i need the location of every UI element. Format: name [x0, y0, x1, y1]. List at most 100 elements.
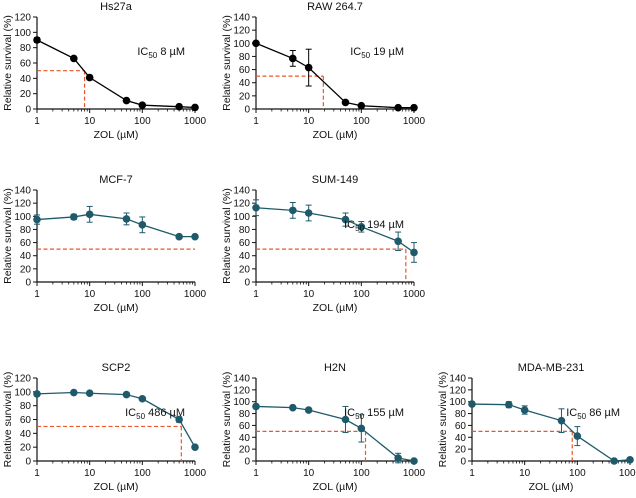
chart-6-ytick-label: 0: [244, 457, 250, 468]
chart-5-data-point: [122, 390, 131, 399]
chart-7-xtick-label: 1: [469, 468, 475, 479]
chart-3-ytick-label: 100: [14, 212, 31, 223]
chart-5-data-point: [70, 388, 78, 397]
chart-4-ytick-label: 0: [244, 278, 250, 289]
chart-2-ytick-label: 60: [239, 65, 251, 76]
chart-5-ylabel: Relative survival (%): [2, 372, 14, 468]
chart-3-xtick-label: 100: [134, 289, 151, 300]
chart-4-ytick-label: 100: [233, 212, 250, 223]
chart-6-xtick-label: 1000: [403, 468, 426, 479]
chart-3-data-point: [122, 215, 131, 223]
chart-4-ytick-label: 40: [239, 251, 251, 262]
chart-1-data-point: [138, 101, 147, 109]
chart-2-ytick-label: 20: [239, 91, 251, 102]
chart-2-title: RAW 264.7: [307, 1, 363, 13]
chart-4-xtick-label: 1: [253, 289, 259, 300]
chart-2: RAW 264.7 0 20 40 60 80 100 120 140 1 10 100 1000 ZOL…: [221, 1, 426, 141]
chart-3-xtick-label: 1000: [184, 289, 207, 300]
chart-7-ytick-label: 120: [449, 385, 466, 396]
chart-7-data-point: [557, 416, 566, 425]
chart-6-xtick-label: 1: [253, 468, 259, 479]
chart-3-series-line: [36, 213, 195, 238]
chart-2-data-point: [410, 103, 418, 112]
chart-1-ic50-main: IC: [137, 46, 148, 58]
chart-2-ic50-main: IC: [350, 46, 361, 58]
chart-6-ytick-label: 60: [239, 421, 251, 432]
chart-5-xtick-label: 10: [84, 468, 96, 479]
chart-3-ytick-label: 20: [20, 264, 32, 275]
chart-2-ic50-subscript: 50: [361, 51, 370, 60]
chart-6-data-point: [357, 424, 366, 433]
chart-7-ic50-annotation: IC50 86 µM: [566, 407, 620, 421]
chart-6-xtick-label: 10: [303, 468, 315, 479]
chart-7-ic50-main: IC: [566, 407, 577, 419]
chart-7-ytick-label: 140: [449, 374, 466, 385]
chart-3-data-point: [175, 232, 183, 241]
chart-5-data-point: [138, 394, 147, 403]
chart-6-data-point: [289, 403, 297, 412]
chart-5-data-point: [191, 443, 199, 451]
chart-7-data-point: [610, 457, 618, 465]
chart-6-data-point: [252, 402, 260, 411]
chart-5-title: SCP2: [102, 362, 131, 374]
chart-4-data-point: [394, 237, 402, 246]
chart-6-data-point: [304, 406, 313, 414]
chart-2-ic50-annotation: IC50 19 µM: [350, 46, 404, 60]
chart-3-data-point: [70, 213, 78, 221]
chart-5-ic50-annotation: IC50 486 µM: [125, 407, 185, 421]
chart-2-data-point: [394, 103, 402, 112]
chart-6-ytick-label: 100: [233, 397, 250, 408]
chart-3-xtick-label: 10: [84, 289, 96, 300]
chart-1-ytick-label: 100: [14, 28, 31, 39]
chart-3-xlabel: ZOL (µM): [94, 302, 139, 314]
chart-4-ytick-label: 60: [239, 238, 251, 249]
chart-1-ic50-annotation: IC50 8 µM: [137, 46, 185, 60]
chart-5-ic50-subscript: 50: [136, 412, 145, 421]
chart-2-xtick-label: 1000: [403, 116, 426, 127]
chart-1-data-point: [122, 96, 131, 105]
chart-4-xtick-label: 1000: [403, 289, 426, 300]
chart-6-ic50-main: IC: [344, 407, 355, 419]
chart-5-ytick-label: 100: [14, 387, 31, 398]
chart-6-ytick-label: 140: [233, 374, 250, 385]
chart-5-ytick-label: 20: [20, 443, 32, 454]
chart-5-ytick-label: 120: [14, 374, 31, 385]
chart-4-data-point: [341, 215, 350, 224]
chart-2-xtick-label: 100: [353, 116, 370, 127]
chart-5-ytick-label: 80: [20, 401, 32, 412]
chart-1-xlabel: ZOL (µM): [94, 129, 139, 141]
chart-1-xtick-label: 100: [134, 116, 151, 127]
chart-2-data-point: [289, 54, 297, 63]
chart-4-ic50-main: IC: [344, 219, 355, 231]
chart-3-data-point: [85, 210, 94, 219]
chart-2-data-point: [357, 101, 366, 110]
chart-5-ic50-value: 486 µM: [145, 407, 185, 419]
chart-5-ytick-label: 60: [20, 415, 32, 426]
chart-3-ytick-label: 60: [20, 238, 32, 249]
chart-2-ylabel: Relative survival (%): [221, 15, 233, 111]
chart-1-title: Hs27a: [100, 1, 133, 13]
chart-1-xtick-label: 10: [84, 116, 96, 127]
chart-7-ytick-label: 100: [449, 397, 466, 408]
chart-6-data-point: [410, 457, 418, 465]
chart-5-data-point: [33, 390, 41, 398]
chart-7-xtick-label: 100: [569, 468, 586, 479]
chart-5-data-point: [85, 389, 94, 398]
chart-5-ytick-label: 40: [20, 429, 32, 440]
chart-7-title: MDA-MB-231: [518, 362, 585, 374]
chart-3-xtick-label: 1: [34, 289, 40, 300]
chart-4-data-point: [289, 206, 297, 215]
chart-4-ic50-annotation: IC50 194 µM: [344, 219, 404, 233]
chart-3-ytick-label: 120: [14, 199, 31, 210]
chart-2-ytick-label: 40: [239, 78, 251, 89]
chart-7-data-point: [505, 400, 513, 409]
chart-1-xtick-label: 1: [34, 116, 40, 127]
chart-4-data-point: [410, 248, 418, 257]
chart-7-ytick-label: 80: [455, 409, 467, 420]
chart-6-ic50-value: 155 µM: [364, 407, 404, 419]
chart-7-ylabel: Relative survival (%): [437, 372, 449, 468]
chart-5-ic50-main: IC: [125, 407, 136, 419]
chart-3-title: MCF-7: [99, 174, 133, 186]
